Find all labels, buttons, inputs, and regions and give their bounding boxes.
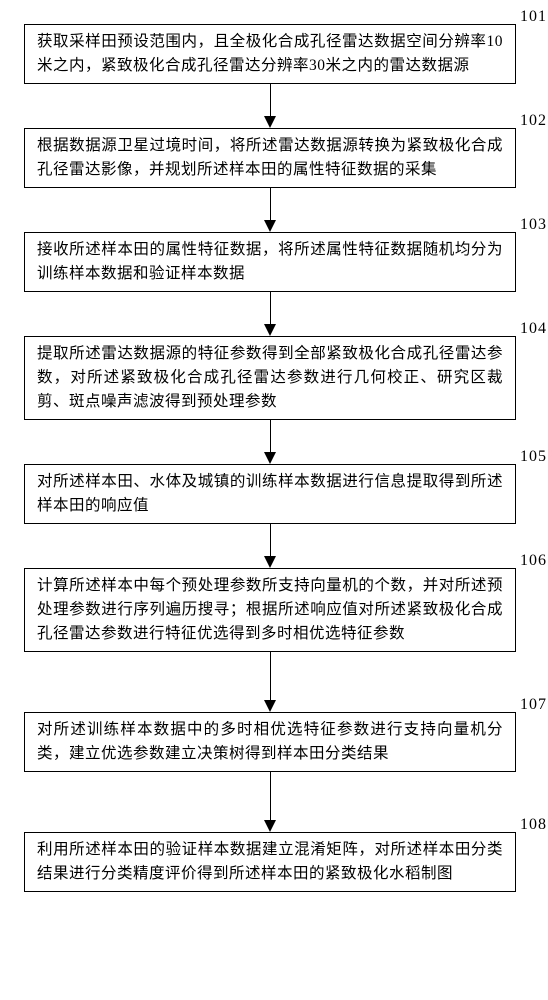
flow-step-108: 利用所述样本田的验证样本数据建立混淆矩阵，对所述样本田分类结果进行分类精度评价得… bbox=[24, 832, 516, 892]
flowchart-canvas: 获取采样田预设范围内，且全极化合成孔径雷达数据空间分辨率10米之内，紧致极化合成… bbox=[0, 0, 548, 1000]
flow-step-label: 103 bbox=[520, 216, 547, 234]
arrow-head-icon bbox=[264, 820, 276, 832]
flow-step-text: 接收所述样本田的属性特征数据，将所述属性特征数据随机均分为训练样本数据和验证样本… bbox=[37, 238, 503, 286]
flow-step-text: 对所述训练样本数据中的多时相优选特征参数进行支持向量机分类，建立优选参数建立决策… bbox=[37, 718, 503, 766]
arrow-head-icon bbox=[264, 220, 276, 232]
flow-step-text: 提取所述雷达数据源的特征参数得到全部紧致极化合成孔径雷达参数，对所述紧致极化合成… bbox=[37, 342, 503, 414]
flow-step-label: 108 bbox=[520, 816, 547, 834]
arrow-head-icon bbox=[264, 324, 276, 336]
flow-step-105: 对所述样本田、水体及城镇的训练样本数据进行信息提取得到所述样本田的响应值 bbox=[24, 464, 516, 524]
arrow-line bbox=[270, 188, 271, 220]
arrow-line bbox=[270, 652, 271, 700]
flow-step-106: 计算所述样本中每个预处理参数所支持向量机的个数，并对所述预处理参数进行序列遍历搜… bbox=[24, 568, 516, 652]
flow-step-label: 101 bbox=[520, 8, 547, 26]
flow-step-label: 107 bbox=[520, 696, 547, 714]
flow-step-102: 根据数据源卫星过境时间，将所述雷达数据源转换为紧致极化合成孔径雷达影像，并规划所… bbox=[24, 128, 516, 188]
flow-step-label: 102 bbox=[520, 112, 547, 130]
flow-step-label: 105 bbox=[520, 448, 547, 466]
arrow-head-icon bbox=[264, 700, 276, 712]
arrow-line bbox=[270, 292, 271, 324]
arrow-head-icon bbox=[264, 452, 276, 464]
arrow-head-icon bbox=[264, 116, 276, 128]
flow-step-label: 104 bbox=[520, 320, 547, 338]
flow-step-103: 接收所述样本田的属性特征数据，将所述属性特征数据随机均分为训练样本数据和验证样本… bbox=[24, 232, 516, 292]
arrow-line bbox=[270, 420, 271, 452]
flow-step-label: 106 bbox=[520, 552, 547, 570]
flow-step-104: 提取所述雷达数据源的特征参数得到全部紧致极化合成孔径雷达参数，对所述紧致极化合成… bbox=[24, 336, 516, 420]
flow-step-text: 根据数据源卫星过境时间，将所述雷达数据源转换为紧致极化合成孔径雷达影像，并规划所… bbox=[37, 134, 503, 182]
flow-step-text: 获取采样田预设范围内，且全极化合成孔径雷达数据空间分辨率10米之内，紧致极化合成… bbox=[37, 30, 503, 78]
arrow-line bbox=[270, 524, 271, 556]
arrow-line bbox=[270, 84, 271, 116]
flow-step-text: 计算所述样本中每个预处理参数所支持向量机的个数，并对所述预处理参数进行序列遍历搜… bbox=[37, 574, 503, 646]
arrow-head-icon bbox=[264, 556, 276, 568]
flow-step-107: 对所述训练样本数据中的多时相优选特征参数进行支持向量机分类，建立优选参数建立决策… bbox=[24, 712, 516, 772]
flow-step-text: 利用所述样本田的验证样本数据建立混淆矩阵，对所述样本田分类结果进行分类精度评价得… bbox=[37, 838, 503, 886]
arrow-line bbox=[270, 772, 271, 820]
flow-step-text: 对所述样本田、水体及城镇的训练样本数据进行信息提取得到所述样本田的响应值 bbox=[37, 470, 503, 518]
flow-step-101: 获取采样田预设范围内，且全极化合成孔径雷达数据空间分辨率10米之内，紧致极化合成… bbox=[24, 24, 516, 84]
